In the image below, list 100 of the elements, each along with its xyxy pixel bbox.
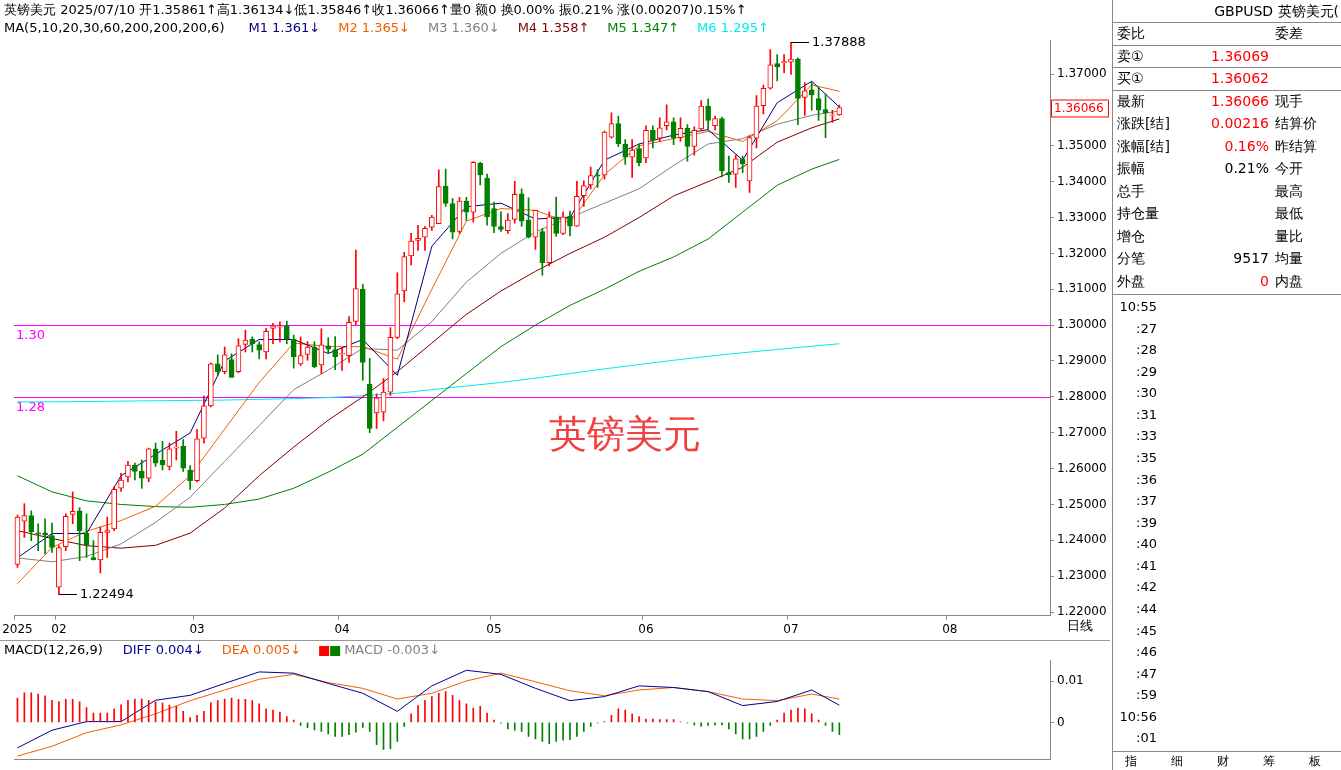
candlestick <box>339 347 345 371</box>
text: :59 <box>1135 686 1157 705</box>
text: 板 <box>1309 753 1321 770</box>
x-tick-label: 2025 <box>2 621 33 636</box>
text: 外盘 <box>1117 271 1145 291</box>
ref-line-label: 1.28 <box>16 398 45 414</box>
text: :47 <box>1135 664 1157 683</box>
text: 0 <box>1259 271 1269 291</box>
text: 卖① <box>1117 46 1144 66</box>
text: :30 <box>1135 384 1157 403</box>
candlestick <box>35 523 41 552</box>
candlestick <box>415 225 421 251</box>
y-tick-label: 1.34000 <box>1057 173 1107 188</box>
text: 委比 <box>1117 24 1145 43</box>
text: 0.00216 <box>1211 115 1269 131</box>
text: M1 1.361↓ <box>248 20 321 36</box>
text: :35 <box>1135 449 1157 467</box>
text: :37 <box>1135 492 1157 511</box>
text: 9517 <box>1232 249 1269 268</box>
candlestick <box>69 491 76 525</box>
candlestick <box>42 518 48 555</box>
text: 0.21% <box>1223 159 1269 178</box>
y-tick-label: 1.29000 <box>1057 353 1107 368</box>
candlestick <box>629 139 635 178</box>
text: 增仓 <box>1117 226 1145 246</box>
text: 现手 <box>1275 91 1303 111</box>
candlestick <box>104 516 111 558</box>
y-tick-label: 1.31000 <box>1057 281 1107 296</box>
y-tick-label: 1.23000 <box>1057 568 1107 583</box>
x-tick-label: 03 <box>189 621 205 636</box>
text: M5 1.347↑ <box>607 20 680 36</box>
text: :45 <box>1135 621 1157 640</box>
text: 最低 <box>1275 204 1303 223</box>
text: 量比 <box>1275 226 1303 246</box>
y-tick-label: 1.24000 <box>1057 532 1107 547</box>
candlestick <box>726 155 732 183</box>
y-tick-label: 1.25000 <box>1057 496 1107 511</box>
text: :29 <box>1135 362 1157 381</box>
text: 财 <box>1217 753 1229 770</box>
text: :39 <box>1135 513 1157 532</box>
text: :41 <box>1135 556 1157 575</box>
text: 振幅 <box>1117 159 1145 178</box>
candlestick <box>801 82 808 116</box>
text: M2 1.365↓ <box>338 20 410 36</box>
candlestick <box>663 104 670 131</box>
text: 持仓量 <box>1117 204 1159 223</box>
annotation: 1.37888 <box>812 33 866 49</box>
text: 内盘 <box>1275 271 1303 291</box>
annotation: 1.22494 <box>79 585 134 601</box>
text: 日线 <box>1067 617 1093 633</box>
text: M6 1.295↑ <box>697 20 769 36</box>
text: :01 <box>1135 729 1157 748</box>
text: 涨跌[结] <box>1117 114 1170 133</box>
chart-title: 英镑美元 2025/07/10 开1.35861↑高1.36134↓低1.35846↑收1.36066↑量0 额0 换0.00% 振0.21% 涨(0.00207)0.15%↑ <box>4 2 747 18</box>
x-tick-label: 06 <box>638 621 654 636</box>
candlestick <box>498 211 504 232</box>
text: 0.16% <box>1224 137 1269 154</box>
text: 今开 <box>1275 159 1303 178</box>
candlestick <box>781 54 787 73</box>
text: 10:56 <box>1118 707 1157 726</box>
text: DIFF 0.004↓ <box>122 642 204 658</box>
text: 均量 <box>1275 249 1303 268</box>
y-tick-label: 0.01 <box>1057 673 1084 688</box>
candlestick <box>332 336 338 370</box>
text: 10:55 <box>1118 298 1157 316</box>
legend-title: MA(5,10,20,30,60,200,200,200,6) <box>4 20 225 36</box>
candlestick <box>774 54 781 82</box>
y-tick-label: 1.33000 <box>1057 209 1107 224</box>
text: :27 <box>1135 319 1157 338</box>
y-tick-label: 1.26000 <box>1057 460 1107 475</box>
series-label: DEA 0.005↓ <box>221 642 302 658</box>
annotation: 英镑美元 <box>549 412 702 457</box>
text: M4 1.358↑ <box>517 20 590 36</box>
text: 最高 <box>1275 181 1303 201</box>
text: 1.36066 <box>1210 91 1269 111</box>
y-tick-label: 1.35000 <box>1057 137 1107 152</box>
x-tick-label: 07 <box>783 621 799 636</box>
text: :46 <box>1135 643 1157 662</box>
y-tick-label: 1.32000 <box>1057 245 1107 260</box>
candlestick <box>788 41 794 75</box>
ref-line-label: 1.30 <box>16 326 45 342</box>
text: 涨幅[结] <box>1117 136 1170 156</box>
y-tick-label: 0 <box>1057 714 1065 729</box>
text: :33 <box>1135 427 1157 446</box>
text: 昨结算 <box>1275 136 1317 156</box>
text: :44 <box>1135 600 1157 618</box>
text: 最新 <box>1117 91 1145 111</box>
text: :31 <box>1135 405 1157 424</box>
candlestick <box>173 430 180 461</box>
x-tick-label: 08 <box>942 621 958 636</box>
y-tick-label: 1.28000 <box>1057 388 1107 403</box>
text: :42 <box>1135 578 1157 597</box>
text: :40 <box>1135 535 1157 554</box>
y-tick-label: 1.27000 <box>1057 424 1107 439</box>
text: :28 <box>1135 341 1157 360</box>
text: 买① <box>1117 69 1144 88</box>
text: 结算价 <box>1275 114 1317 133</box>
text: 指 <box>1125 753 1137 770</box>
x-tick-label: 02 <box>51 621 67 636</box>
candlestick <box>808 81 815 111</box>
